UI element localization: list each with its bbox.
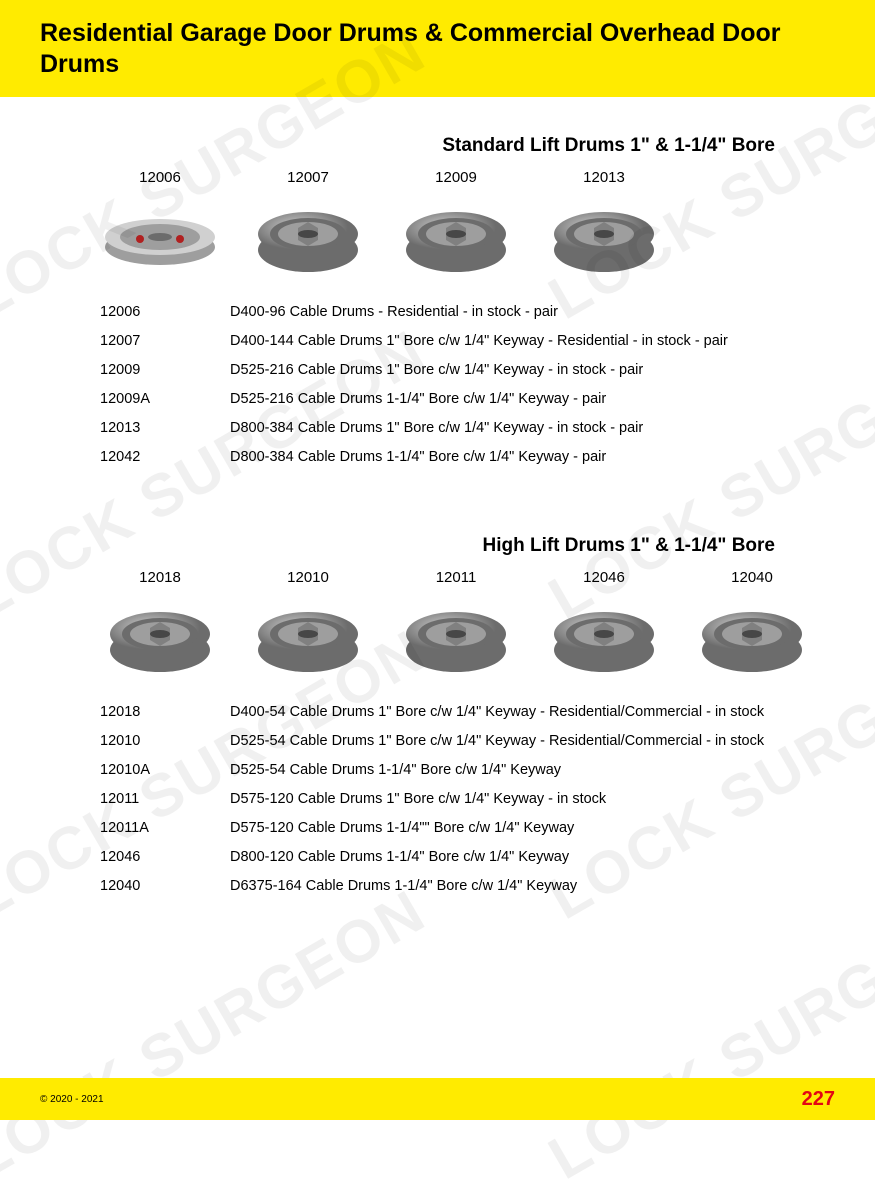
spec-code: 12009 bbox=[100, 362, 230, 378]
drum-icon bbox=[243, 592, 373, 682]
spec-row: 12018D400-54 Cable Drums 1" Bore c/w 1/4… bbox=[100, 704, 835, 720]
header-band: Residential Garage Door Drums & Commerci… bbox=[0, 0, 875, 97]
spec-code: 12013 bbox=[100, 420, 230, 436]
drum-icon bbox=[687, 592, 817, 682]
spec-code: 12010 bbox=[100, 733, 230, 749]
spec-description: D525-216 Cable Drums 1" Bore c/w 1/4" Ke… bbox=[230, 362, 835, 378]
spec-description: D800-384 Cable Drums 1" Bore c/w 1/4" Ke… bbox=[230, 420, 835, 436]
spec-description: D575-120 Cable Drums 1-1/4"" Bore c/w 1/… bbox=[230, 820, 835, 836]
drum-icon bbox=[95, 592, 225, 682]
spec-description: D800-120 Cable Drums 1-1/4" Bore c/w 1/4… bbox=[230, 849, 835, 865]
spec-row: 12010D525-54 Cable Drums 1" Bore c/w 1/4… bbox=[100, 733, 835, 749]
spec-description: D6375-164 Cable Drums 1-1/4" Bore c/w 1/… bbox=[230, 878, 835, 894]
spec-row: 12046D800-120 Cable Drums 1-1/4" Bore c/… bbox=[100, 849, 835, 865]
spec-description: D400-96 Cable Drums - Residential - in s… bbox=[230, 304, 835, 320]
section1-spec-table: 12006D400-96 Cable Drums - Residential -… bbox=[40, 304, 835, 465]
drum-code-label: 12046 bbox=[583, 569, 625, 586]
spec-row: 12009D525-216 Cable Drums 1" Bore c/w 1/… bbox=[100, 362, 835, 378]
section2-drum-images: 12018 12010 12011 bbox=[40, 569, 835, 682]
spec-code: 12011A bbox=[100, 820, 230, 836]
spec-code: 12011 bbox=[100, 791, 230, 807]
spec-code: 12046 bbox=[100, 849, 230, 865]
section1-title: Standard Lift Drums 1" & 1-1/4" Bore bbox=[40, 135, 835, 157]
copyright-text: © 2020 - 2021 bbox=[40, 1094, 104, 1105]
spec-code: 12009A bbox=[100, 391, 230, 407]
spec-row: 12013D800-384 Cable Drums 1" Bore c/w 1/… bbox=[100, 420, 835, 436]
drum-code-label: 12018 bbox=[139, 569, 181, 586]
drum-code-label: 12007 bbox=[287, 169, 329, 186]
drum-item: 12006 bbox=[90, 169, 230, 282]
spec-description: D525-54 Cable Drums 1-1/4" Bore c/w 1/4"… bbox=[230, 762, 835, 778]
spec-row: 12042D800-384 Cable Drums 1-1/4" Bore c/… bbox=[100, 449, 835, 465]
drum-item: 12007 bbox=[238, 169, 378, 282]
drum-item: 12013 bbox=[534, 169, 674, 282]
drum-item: 12040 bbox=[682, 569, 822, 682]
watermark-text: LOCK SURGEON bbox=[537, 876, 875, 1193]
drum-code-label: 12006 bbox=[139, 169, 181, 186]
drum-code-label: 12010 bbox=[287, 569, 329, 586]
section2-spec-table: 12018D400-54 Cable Drums 1" Bore c/w 1/4… bbox=[40, 704, 835, 894]
content-area: Standard Lift Drums 1" & 1-1/4" Bore 120… bbox=[0, 135, 875, 894]
spec-description: D800-384 Cable Drums 1-1/4" Bore c/w 1/4… bbox=[230, 449, 835, 465]
spec-row: 12009AD525-216 Cable Drums 1-1/4" Bore c… bbox=[100, 391, 835, 407]
drum-icon bbox=[391, 192, 521, 282]
drum-code-label: 12040 bbox=[731, 569, 773, 586]
spec-description: D400-144 Cable Drums 1" Bore c/w 1/4" Ke… bbox=[230, 333, 835, 349]
drum-icon bbox=[95, 192, 225, 282]
drum-item: 12009 bbox=[386, 169, 526, 282]
drum-code-label: 12011 bbox=[436, 569, 477, 586]
drum-item: 12018 bbox=[90, 569, 230, 682]
watermark-text: LOCK SURGEON bbox=[0, 876, 437, 1193]
spec-code: 12006 bbox=[100, 304, 230, 320]
drum-code-label: 12013 bbox=[583, 169, 625, 186]
drum-icon bbox=[243, 192, 373, 282]
drum-icon bbox=[539, 192, 669, 282]
spec-code: 12010A bbox=[100, 762, 230, 778]
drum-item: 12046 bbox=[534, 569, 674, 682]
spec-description: D575-120 Cable Drums 1" Bore c/w 1/4" Ke… bbox=[230, 791, 835, 807]
spec-description: D400-54 Cable Drums 1" Bore c/w 1/4" Key… bbox=[230, 704, 835, 720]
spec-description: D525-216 Cable Drums 1-1/4" Bore c/w 1/4… bbox=[230, 391, 835, 407]
drum-icon bbox=[539, 592, 669, 682]
drum-item: 12011 bbox=[386, 569, 526, 682]
spec-row: 12010AD525-54 Cable Drums 1-1/4" Bore c/… bbox=[100, 762, 835, 778]
spec-row: 12011D575-120 Cable Drums 1" Bore c/w 1/… bbox=[100, 791, 835, 807]
footer-band: © 2020 - 2021 227 bbox=[0, 1078, 875, 1120]
spec-code: 12040 bbox=[100, 878, 230, 894]
spec-row: 12007D400-144 Cable Drums 1" Bore c/w 1/… bbox=[100, 333, 835, 349]
spec-description: D525-54 Cable Drums 1" Bore c/w 1/4" Key… bbox=[230, 733, 835, 749]
section2-title: High Lift Drums 1" & 1-1/4" Bore bbox=[40, 535, 835, 557]
drum-code-label: 12009 bbox=[435, 169, 477, 186]
spec-row: 12006D400-96 Cable Drums - Residential -… bbox=[100, 304, 835, 320]
page-title: Residential Garage Door Drums & Commerci… bbox=[40, 18, 835, 81]
spec-code: 12007 bbox=[100, 333, 230, 349]
page-number: 227 bbox=[802, 1088, 835, 1111]
spec-row: 12040D6375-164 Cable Drums 1-1/4" Bore c… bbox=[100, 878, 835, 894]
drum-icon bbox=[391, 592, 521, 682]
spec-code: 12042 bbox=[100, 449, 230, 465]
spec-code: 12018 bbox=[100, 704, 230, 720]
drum-item: 12010 bbox=[238, 569, 378, 682]
section1-drum-images: 12006 12007 12009 bbox=[40, 169, 835, 282]
spec-row: 12011AD575-120 Cable Drums 1-1/4"" Bore … bbox=[100, 820, 835, 836]
